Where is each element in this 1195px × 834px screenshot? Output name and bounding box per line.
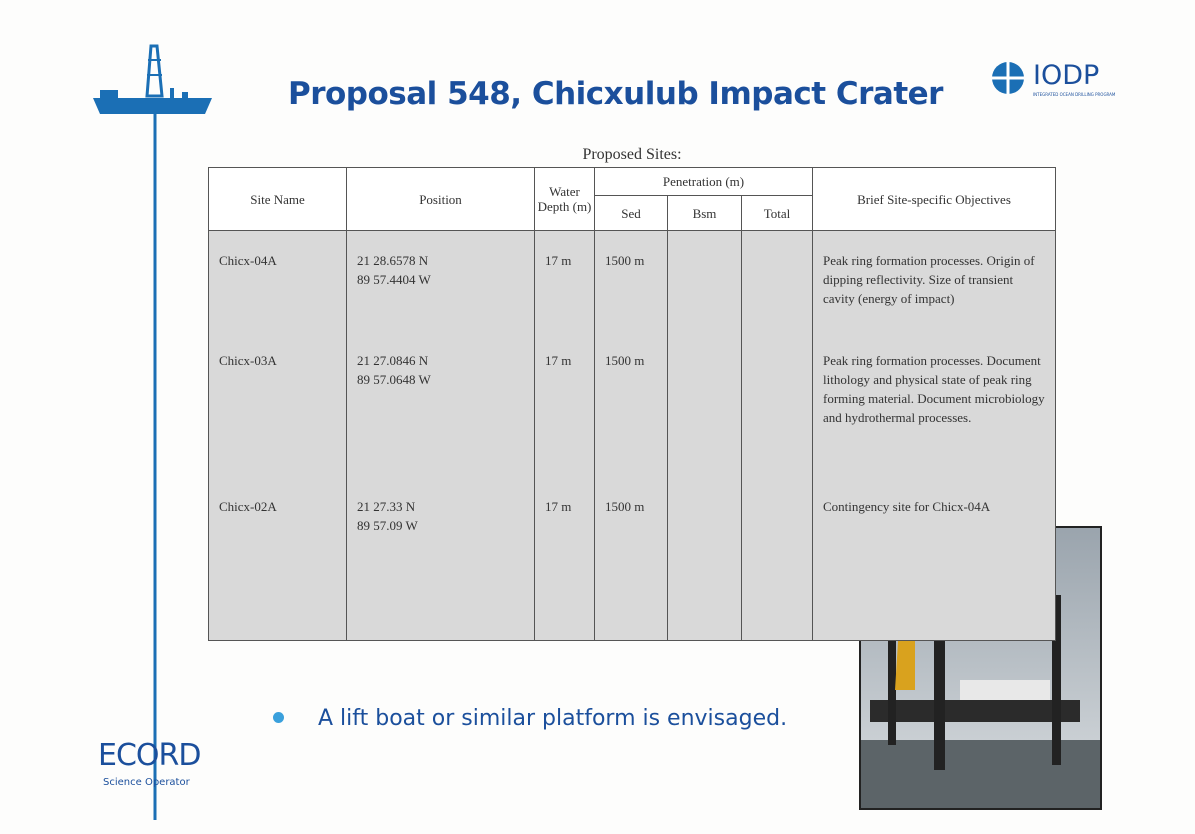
table-caption: Proposed Sites: [540, 146, 724, 164]
logo-subtext: INTEGRATED OCEAN DRILLING PROGRAM [1033, 92, 1115, 97]
penetration-bsm [668, 489, 742, 641]
logo-text: ECORD [98, 738, 200, 773]
objectives: Peak ring formation processes. Origin of… [813, 231, 1056, 343]
column-header: Bsm [668, 196, 742, 231]
column-header: Penetration (m) [595, 168, 813, 196]
column-header: Site Name [209, 168, 347, 231]
penetration-sed: 1500 m [595, 489, 668, 641]
column-header: Sed [595, 196, 668, 231]
penetration-total [742, 343, 813, 489]
site-name: Chicx-03A [209, 343, 347, 489]
position-line: 89 57.0648 W [357, 370, 524, 389]
position-line: 21 28.6578 N [357, 251, 524, 270]
penetration-total [742, 489, 813, 641]
sites-table: Site Name Position Water Depth (m) Penet… [208, 167, 1056, 641]
penetration-total [742, 231, 813, 343]
column-header: Brief Site-specific Objectives [813, 168, 1056, 231]
site-name: Chicx-02A [209, 489, 347, 641]
objectives: Peak ring formation processes. Document … [813, 343, 1056, 489]
logo-text: IODP [1033, 60, 1099, 91]
penetration-sed: 1500 m [595, 231, 668, 343]
bullet-text: A lift boat or similar platform is envis… [318, 706, 787, 731]
water-depth: 17 m [535, 489, 595, 641]
position-line: 21 27.33 N [357, 497, 524, 516]
site-name: Chicx-04A [209, 231, 347, 343]
ship-icon [93, 46, 212, 114]
column-header: Water Depth (m) [535, 168, 595, 231]
position-line: 21 27.0846 N [357, 351, 524, 370]
slide-title: Proposal 548, Chicxulub Impact Crater [288, 76, 943, 112]
position-line: 89 57.4404 W [357, 270, 524, 289]
bullet-dot [273, 712, 284, 723]
penetration-bsm [668, 231, 742, 343]
water-depth: 17 m [535, 231, 595, 343]
penetration-sed: 1500 m [595, 343, 668, 489]
column-header: Total [742, 196, 813, 231]
iodp-logo [992, 62, 1024, 94]
water-depth: 17 m [535, 343, 595, 489]
penetration-bsm [668, 343, 742, 489]
position-line: 89 57.09 W [357, 516, 524, 535]
slide: Proposal 548, Chicxulub Impact Crater IO… [0, 0, 1195, 834]
column-header: Position [347, 168, 535, 231]
logo-subtext: Science Operator [103, 777, 190, 788]
objectives: Contingency site for Chicx-04A [813, 489, 1056, 641]
